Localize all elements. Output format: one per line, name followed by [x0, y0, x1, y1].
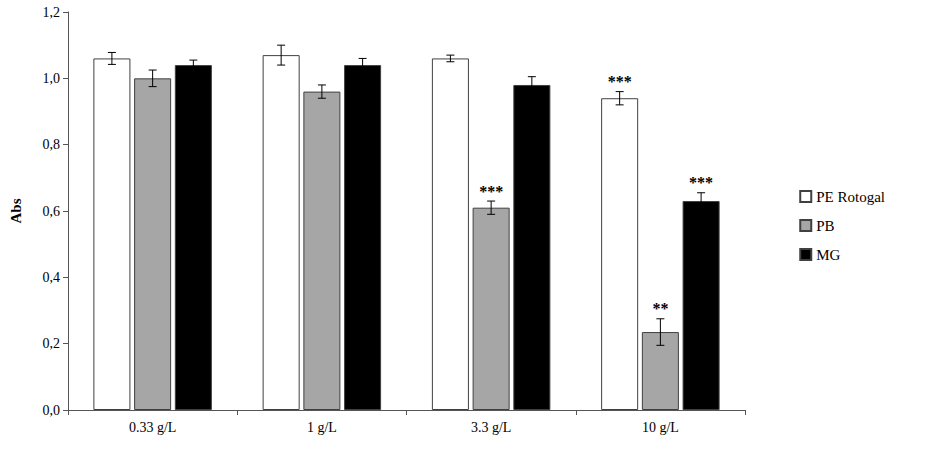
- svg-text:***: ***: [689, 174, 713, 191]
- svg-text:1 g/L: 1 g/L: [307, 420, 337, 435]
- svg-text:10 g/L: 10 g/L: [642, 420, 679, 435]
- svg-text:3.3 g/L: 3.3 g/L: [471, 420, 511, 435]
- svg-text:1,0: 1,0: [43, 71, 61, 86]
- svg-text:Abs: Abs: [8, 198, 24, 223]
- svg-text:0,8: 0,8: [43, 137, 61, 152]
- svg-text:PB: PB: [816, 218, 834, 234]
- svg-text:0,6: 0,6: [43, 204, 61, 219]
- svg-text:MG: MG: [816, 247, 840, 263]
- svg-text:0,0: 0,0: [43, 403, 61, 418]
- svg-text:0,2: 0,2: [43, 336, 61, 351]
- svg-text:0,4: 0,4: [43, 270, 61, 285]
- svg-text:1,2: 1,2: [43, 5, 61, 20]
- svg-text:**: **: [652, 300, 668, 317]
- svg-text:***: ***: [479, 183, 503, 200]
- svg-text:***: ***: [608, 73, 632, 90]
- svg-text:PE Rotogal: PE Rotogal: [816, 189, 885, 205]
- svg-text:0.33 g/L: 0.33 g/L: [129, 420, 176, 435]
